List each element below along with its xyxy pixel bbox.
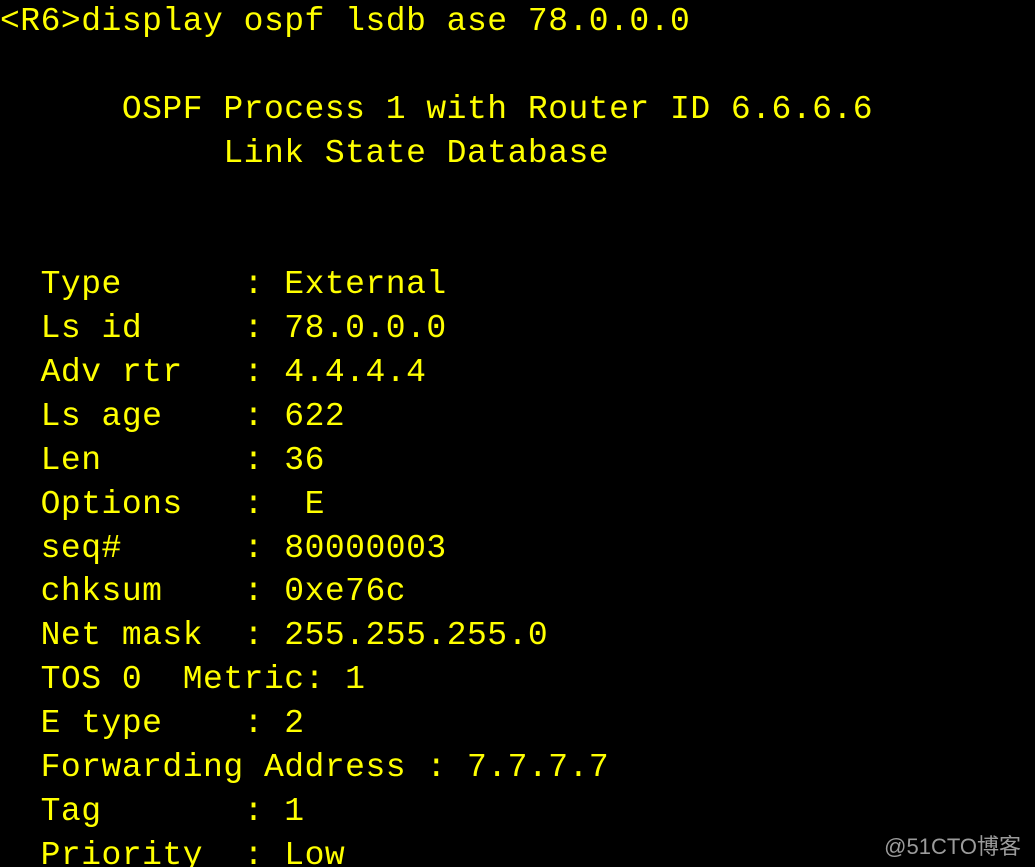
- field-value: 7.7.7.7: [467, 749, 609, 786]
- field-value: 255.255.255.0: [284, 617, 548, 654]
- field-label: Type: [41, 266, 122, 303]
- field-value: 2: [284, 705, 304, 742]
- field-value: E: [305, 486, 325, 523]
- field-value: 0xe76c: [284, 573, 406, 610]
- field-label: Adv rtr: [41, 354, 183, 391]
- field-label: TOS 0 Metric: [41, 661, 305, 698]
- field-value: 1: [284, 793, 304, 830]
- field-value: 80000003: [284, 530, 446, 567]
- field-label: Ls age: [41, 398, 163, 435]
- field-value: 78.0.0.0: [284, 310, 446, 347]
- command-text: display ospf lsdb ase 78.0.0.0: [81, 3, 690, 40]
- header-line-1: OSPF Process 1 with Router ID 6.6.6.6: [122, 91, 873, 128]
- field-label: Len: [41, 442, 102, 479]
- field-value: 622: [284, 398, 345, 435]
- header-line-2: Link State Database: [223, 135, 609, 172]
- field-label: Options: [41, 486, 183, 523]
- field-value: 36: [284, 442, 325, 479]
- field-label: Ls id: [41, 310, 143, 347]
- field-label: Tag: [41, 793, 102, 830]
- terminal-output: <R6>display ospf lsdb ase 78.0.0.0 OSPF …: [0, 0, 1035, 867]
- field-value: External: [284, 266, 446, 303]
- watermark: @51CTO博客: [884, 829, 1021, 861]
- field-label: E type: [41, 705, 163, 742]
- field-label: Forwarding Address: [41, 749, 406, 786]
- field-label: Net mask: [41, 617, 203, 654]
- field-label: chksum: [41, 573, 163, 610]
- field-label: Priority: [41, 837, 203, 867]
- field-value: Low: [284, 837, 345, 867]
- field-value: 4.4.4.4: [284, 354, 426, 391]
- prompt: <R6>: [0, 3, 81, 40]
- field-value: 1: [345, 661, 365, 698]
- field-label: seq#: [41, 530, 122, 567]
